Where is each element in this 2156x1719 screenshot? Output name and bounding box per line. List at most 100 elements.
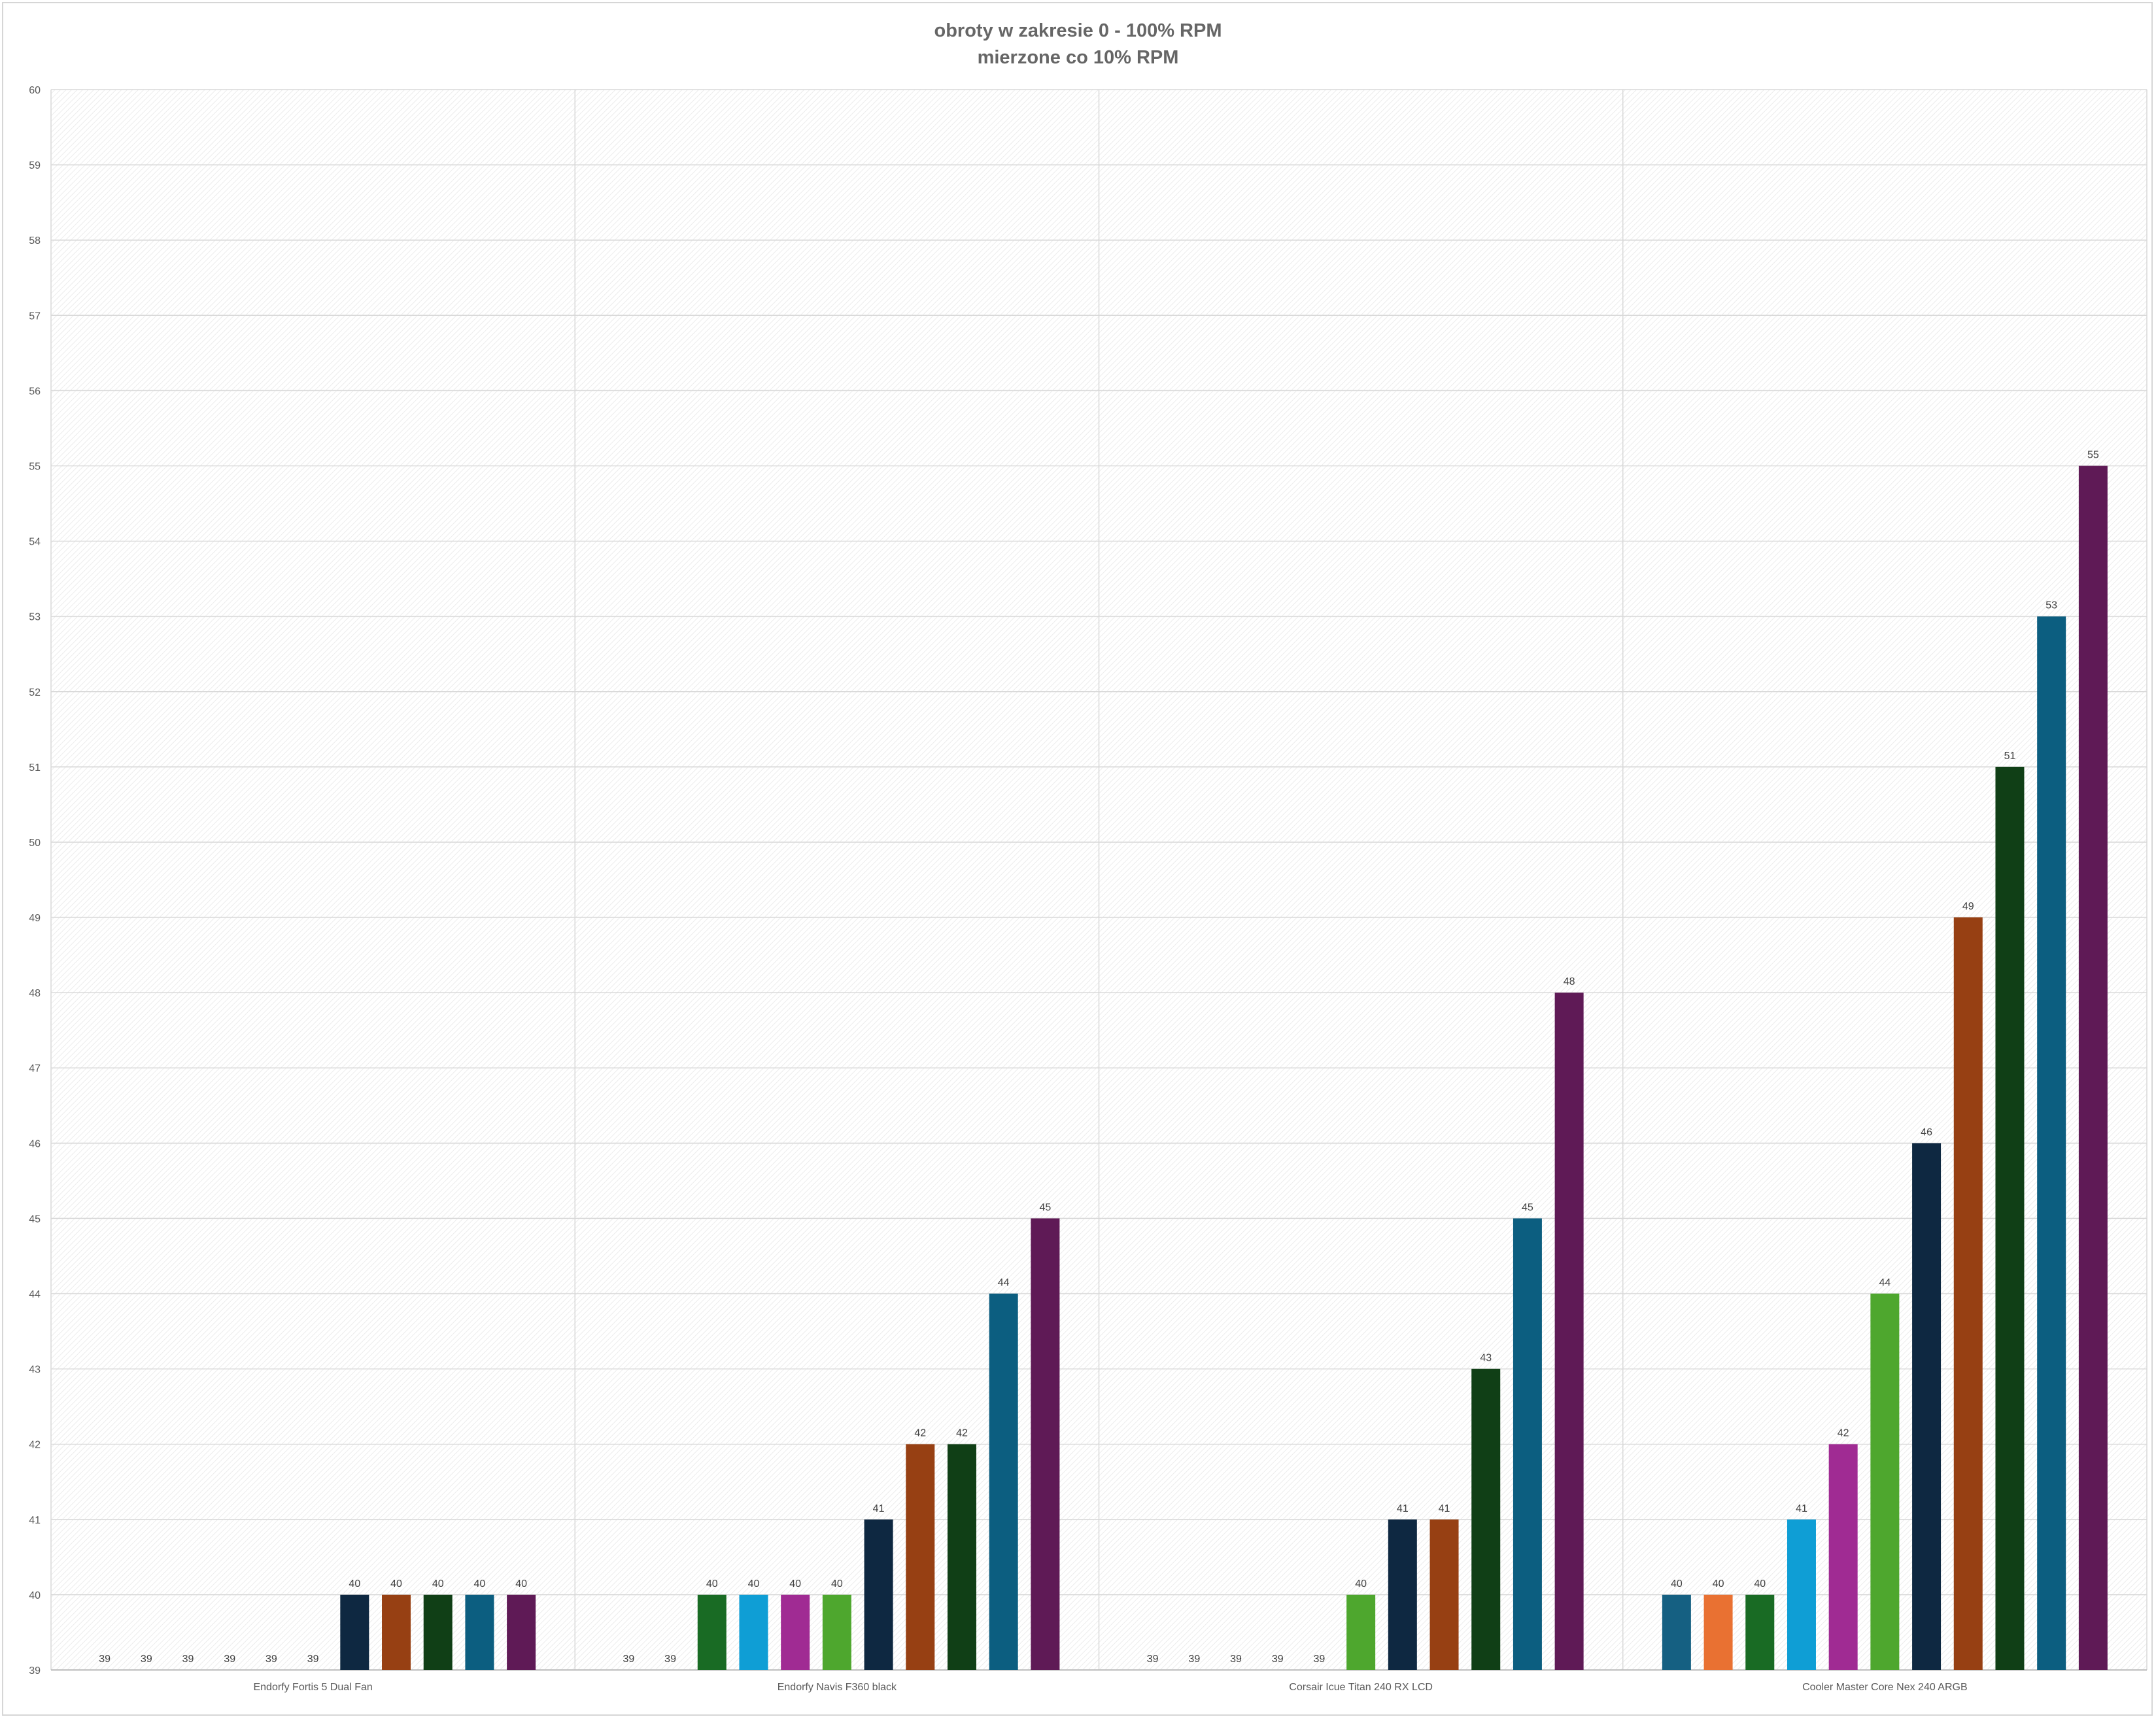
category-labels: Endorfy Fortis 5 Dual Fan Endorfy Navis F…: [253, 1682, 1967, 1693]
y-tick-label: 44: [29, 1289, 41, 1301]
y-tick-label: 60: [29, 85, 41, 96]
data-label: 39: [1314, 1654, 1326, 1665]
y-tick-label: 39: [29, 1665, 41, 1676]
y-tick-label: 59: [29, 160, 41, 171]
bar: [739, 1594, 768, 1670]
bar: [340, 1594, 369, 1670]
bar: [507, 1594, 536, 1670]
bar: [864, 1519, 893, 1670]
data-label: 55: [2087, 449, 2099, 460]
bar: [423, 1594, 453, 1670]
y-tick-label: 40: [29, 1590, 41, 1601]
data-label: 51: [2004, 751, 2016, 762]
y-tick-label: 46: [29, 1138, 41, 1149]
bar: [1828, 1444, 1858, 1670]
data-label: 40: [390, 1578, 402, 1590]
y-tick-label: 41: [29, 1515, 41, 1526]
y-tick-label: 57: [29, 311, 41, 322]
data-label: 53: [2045, 600, 2057, 611]
data-label: 40: [515, 1578, 527, 1590]
data-label: 39: [141, 1654, 152, 1665]
y-tick-label: 53: [29, 612, 41, 623]
y-tick-label: 47: [29, 1063, 41, 1074]
data-label: 39: [99, 1654, 111, 1665]
bar: [1662, 1594, 1691, 1670]
bar: [1745, 1594, 1775, 1670]
bar: [1471, 1369, 1501, 1670]
bar: [1513, 1218, 1542, 1670]
bar: [1787, 1519, 1816, 1670]
data-label: 44: [1879, 1278, 1891, 1289]
data-label: 39: [664, 1654, 676, 1665]
data-label: 41: [873, 1503, 885, 1514]
data-label: 39: [1272, 1654, 1284, 1665]
category-label: Cooler Master Core Nex 240 ARGB: [1802, 1682, 1968, 1693]
y-tick-label: 55: [29, 461, 41, 472]
data-label: 40: [789, 1578, 801, 1590]
data-label: 40: [1713, 1578, 1724, 1590]
chart-title: obroty w zakresie 0 - 100% RPM: [934, 20, 1222, 41]
data-label: 46: [1921, 1127, 1932, 1138]
bar: [2078, 466, 2108, 1670]
data-label: 40: [748, 1578, 760, 1590]
data-labels: 39 39 39 39 39 39 40 40 40 40 40 39 39 40 40 40 40 41 42 42…: [99, 449, 2099, 1665]
bars: [340, 466, 2108, 1670]
y-tick-label: 43: [29, 1365, 41, 1376]
data-label: 39: [307, 1654, 319, 1665]
data-label: 48: [1564, 976, 1575, 987]
data-label: 39: [224, 1654, 235, 1665]
bar: [1953, 917, 1983, 1670]
bar: [1554, 993, 1584, 1670]
y-axis-ticks: 39 40 41 42 43 44 45 46 47 48 49 50 51 52 53 54 55 56 57 58…: [29, 85, 41, 1676]
bar: [947, 1444, 976, 1670]
y-tick-label: 45: [29, 1214, 41, 1225]
category-label: Endorfy Navis F360 black: [778, 1682, 897, 1693]
data-label: 43: [1480, 1353, 1492, 1364]
data-label: 45: [1039, 1202, 1051, 1213]
bar: [906, 1444, 935, 1670]
y-tick-label: 51: [29, 762, 41, 774]
y-tick-label: 42: [29, 1440, 41, 1451]
category-label: Endorfy Fortis 5 Dual Fan: [253, 1682, 372, 1693]
data-label: 40: [1671, 1578, 1683, 1590]
data-label: 40: [349, 1578, 360, 1590]
y-tick-label: 58: [29, 235, 41, 247]
data-label: 42: [914, 1428, 926, 1439]
y-tick-label: 50: [29, 838, 41, 849]
data-label: 40: [432, 1578, 444, 1590]
bar: [1912, 1143, 1942, 1670]
category-label: Corsair Icue Titan 240 RX LCD: [1289, 1682, 1433, 1693]
data-label: 49: [1962, 901, 1974, 912]
y-tick-label: 52: [29, 687, 41, 698]
bar: [465, 1594, 494, 1670]
bar: [2037, 616, 2066, 1670]
data-label: 41: [1796, 1503, 1807, 1514]
data-label: 45: [1522, 1202, 1533, 1213]
chart-subtitle: mierzone co 10% RPM: [977, 47, 1179, 68]
data-label: 39: [1230, 1654, 1242, 1665]
y-tick-label: 48: [29, 988, 41, 999]
data-label: 44: [998, 1278, 1010, 1289]
data-label: 40: [706, 1578, 718, 1590]
bar: [1346, 1594, 1376, 1670]
data-label: 40: [1754, 1578, 1766, 1590]
data-label: 40: [831, 1578, 843, 1590]
bar: [1429, 1519, 1459, 1670]
data-label: 39: [1188, 1654, 1200, 1665]
data-label: 39: [265, 1654, 277, 1665]
bar: [781, 1594, 810, 1670]
y-tick-label: 56: [29, 386, 41, 397]
y-tick-label: 54: [29, 537, 41, 548]
bar: [1703, 1594, 1733, 1670]
data-label: 42: [956, 1428, 968, 1439]
bar: [1031, 1218, 1060, 1670]
bar: [1870, 1293, 1900, 1670]
data-label: 41: [1439, 1503, 1450, 1514]
bar: [989, 1293, 1018, 1670]
bar: [382, 1594, 411, 1670]
y-tick-label: 49: [29, 913, 41, 924]
bar: [1995, 766, 2025, 1670]
data-label: 39: [623, 1654, 634, 1665]
data-label: 39: [1147, 1654, 1159, 1665]
